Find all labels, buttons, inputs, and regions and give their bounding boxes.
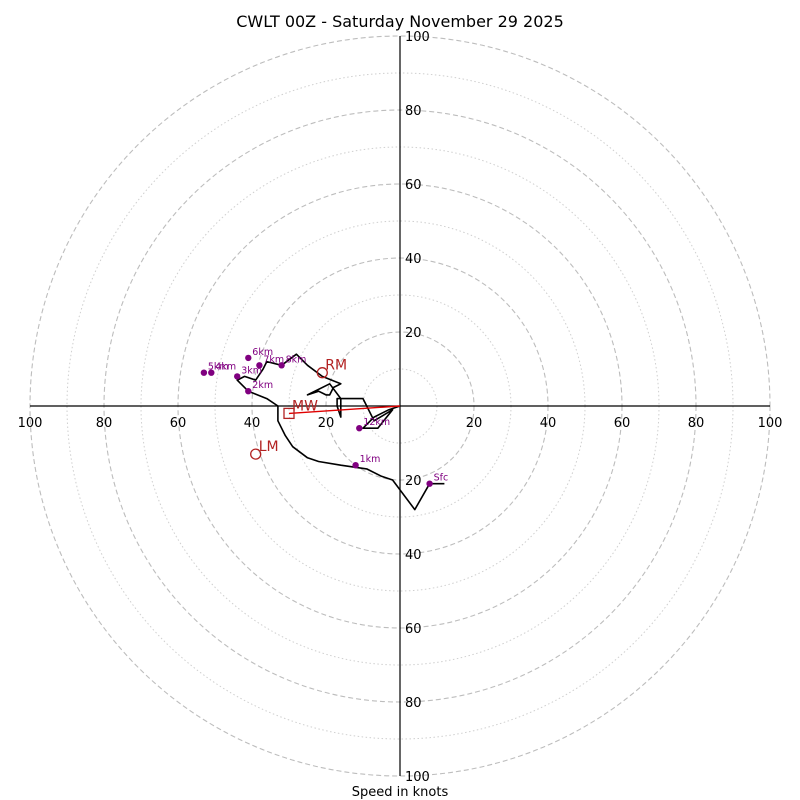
height-marker-7km <box>256 362 263 369</box>
mean-wind-label: MW <box>292 398 318 414</box>
height-label-Sfc: Sfc <box>434 473 449 484</box>
x-tick-label: 60 <box>170 416 187 431</box>
height-marker-8km <box>278 362 285 369</box>
height-marker-6km <box>245 354 252 362</box>
x-tick-label: 80 <box>96 416 113 431</box>
height-label-12km: 12km <box>363 417 390 428</box>
chart-title: CWLT 00Z - Saturday November 29 2025 <box>236 12 564 31</box>
y-tick-label: 20 <box>405 474 422 489</box>
height-label-6km: 6km <box>252 347 273 358</box>
x-tick-label: 20 <box>318 416 335 431</box>
left-mover-marker <box>250 448 262 460</box>
x-tick-label: 60 <box>614 416 631 431</box>
height-marker-5km <box>200 369 208 376</box>
x-axis-label: Speed in knots <box>352 785 449 800</box>
y-tick-label: 80 <box>405 696 422 711</box>
hodograph-trace <box>236 353 445 511</box>
x-tick-label: 100 <box>18 416 43 431</box>
y-tick-label: 100 <box>405 30 430 45</box>
y-tick-label: 80 <box>405 104 422 119</box>
left-mover-label: LM <box>259 439 279 455</box>
x-tick-label: 20 <box>466 416 483 431</box>
height-marker-2km <box>245 388 252 395</box>
height-marker-12km <box>356 425 363 432</box>
right-mover-label: RM <box>325 358 347 374</box>
height-label-8km: 8km <box>286 354 307 365</box>
height-label-5km: 5km <box>208 362 229 373</box>
x-tick-label: 100 <box>758 416 783 431</box>
y-tick-label: 60 <box>405 178 422 193</box>
height-label-4km: 4km <box>215 362 236 373</box>
x-tick-label: 40 <box>540 416 557 431</box>
height-label-2km: 2km <box>252 380 273 391</box>
height-marker-4km <box>208 369 215 376</box>
height-marker-1km <box>352 462 359 469</box>
shear-vector <box>288 405 401 415</box>
height-label-7km: 7km <box>263 354 284 365</box>
storm-motion-markers: RM LM MW <box>250 358 347 460</box>
tick-labels: 100 80 60 40 20 20 40 60 80 100 20 40 60 80 100 20 40 60 8… <box>18 30 783 785</box>
height-label-3km: 3km <box>241 365 262 376</box>
y-tick-label: 100 <box>405 770 430 785</box>
hodograph-trace-group <box>236 353 445 511</box>
y-tick-label: 40 <box>405 548 422 563</box>
height-marker-Sfc <box>426 480 433 487</box>
y-tick-label: 20 <box>405 326 422 341</box>
shear-vector-group <box>288 405 401 415</box>
y-tick-label: 60 <box>405 622 422 637</box>
height-marker-3km <box>234 373 241 380</box>
x-tick-label: 80 <box>688 416 705 431</box>
y-tick-label: 40 <box>405 252 422 267</box>
right-mover-marker <box>316 367 328 379</box>
height-label-1km: 1km <box>360 454 381 465</box>
x-tick-label: 40 <box>244 416 261 431</box>
mean-wind-marker <box>283 407 295 420</box>
